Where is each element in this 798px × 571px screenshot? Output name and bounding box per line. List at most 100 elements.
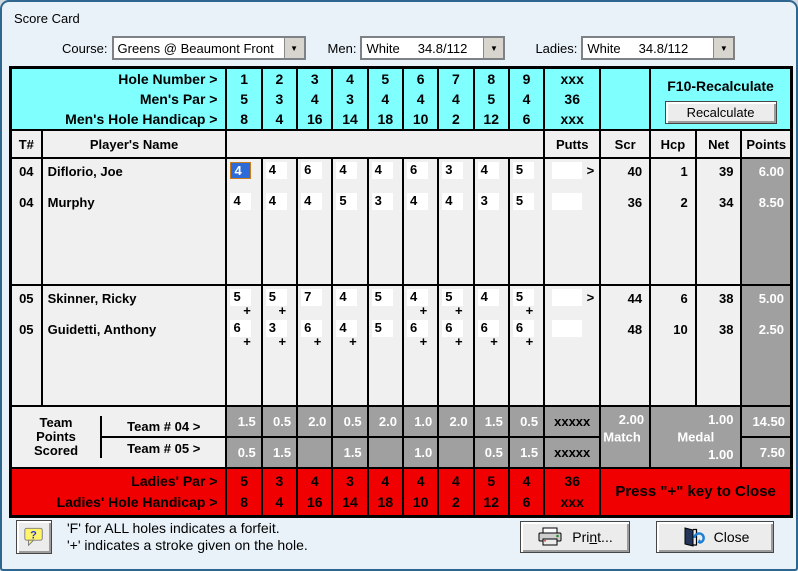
stroke-plus: + [454,303,463,317]
score-input[interactable]: 4 [406,193,428,210]
row-pointer: > [586,163,595,178]
course-select-value: Greens @ Beaumont Front [117,41,274,56]
stroke-plus: + [278,334,287,348]
stroke-plus: + [313,334,322,348]
putts-input[interactable] [552,289,583,306]
score-input[interactable]: 5 [371,289,393,306]
chevron-down-icon[interactable]: ▼ [283,38,304,58]
net-column-header: Net [694,129,743,159]
score-cell: 4 + [331,317,369,348]
stroke-plus [519,210,540,221]
score-input[interactable]: 6 [230,320,252,337]
net-value: 34 [694,190,743,221]
score-input[interactable]: 6 [301,320,323,337]
stroke-plus [413,179,434,190]
score-input[interactable]: 6 [442,320,464,337]
score-input[interactable]: 5 [230,289,252,306]
score-input[interactable]: 3 [371,193,393,210]
score-input[interactable]: 5 [371,320,393,337]
putts-input[interactable] [552,162,583,179]
f10-recalculate-label: F10-Recalculate [667,78,774,94]
team-total-points: 14.50 [740,405,793,438]
score-input[interactable]: 4 [336,320,358,337]
putts-input[interactable] [552,320,583,337]
score-cell: 3 [472,190,510,221]
score-input[interactable]: 4 [477,162,499,179]
handicap-value: 2 [649,190,697,221]
men-tee-label: Men: [327,40,357,56]
print-button[interactable]: Print... [520,521,630,553]
summary-header-cell: xxx 36 xxx [543,66,602,131]
score-input[interactable]: 4 [442,193,464,210]
score-cell: 6 + [437,317,475,348]
score-cell: 4 [437,190,475,221]
score-input[interactable]: 5 [512,162,534,179]
stroke-plus [272,210,293,221]
score-input[interactable]: 4 [336,162,358,179]
net-value: 38 [694,284,743,317]
help-button[interactable]: ? [16,520,52,554]
team-number: 05 [9,284,43,317]
medal-value-team05: 1.00 [708,447,734,462]
score-input[interactable]: 4 [477,289,499,306]
forfeit-tip: 'F' for ALL holes indicates a forfeit. [67,520,280,536]
window-title: Score Card [14,11,80,26]
stroke-plus: + [278,303,287,317]
score-input[interactable]: 4 [265,193,287,210]
score-input[interactable]: 4 [406,289,428,306]
close-button[interactable]: Close [656,521,774,553]
score-input[interactable]: 6 [512,320,534,337]
chevron-down-icon[interactable]: ▼ [713,38,734,58]
score-input[interactable]: 6 [406,162,428,179]
score-input[interactable]: 4 [371,162,393,179]
stroke-plus [342,179,363,190]
net-value: 39 [694,158,743,190]
score-input[interactable]: 4 [265,162,287,179]
score-cell: 7 [296,284,334,317]
score-cell: 4 [366,158,404,190]
ladies-tee-select[interactable]: White 34.8/112 ▼ [581,36,736,60]
stroke-plus: + [454,334,463,348]
score-input[interactable]: 6 [301,162,323,179]
putts-input[interactable] [552,193,583,210]
score-input[interactable]: 5 [512,289,534,306]
score-input[interactable]: 4 [301,193,323,210]
points-value: 5.00 [740,284,793,317]
score-input[interactable]: 5 [265,289,287,306]
score-cell: 4 [331,284,369,317]
score-input[interactable]: 3 [265,320,287,337]
team-points-putts-filler: xxxxx [543,405,602,438]
team-points-cell: 1.5 [225,405,263,438]
score-input[interactable]: 3 [477,193,499,210]
team-04-label: Team # 04 > [127,418,201,434]
mens-handicap-label: Men's Hole Handicap > [65,111,218,127]
player-row: 05 Skinner, Ricky 5 + 5 + 7 4 5 4 + 5 + 4 5 +… [9,284,793,317]
footer-tips: 'F' for ALL holes indicates a forfeit. '… [67,520,308,554]
medal-points-cell: 1.00 Medal 1.00 [649,405,743,469]
scores-column-header [225,129,546,159]
score-input[interactable]: 4 [336,289,358,306]
team-points-cell [366,436,404,469]
score-input[interactable]: 5 [442,289,464,306]
score-input[interactable]: 5 [512,193,534,210]
stroke-plus [272,179,293,190]
team-points-cell: 1.0 [401,436,440,469]
score-input[interactable]: 3 [442,162,464,179]
chevron-down-icon[interactable]: ▼ [483,38,504,58]
score-input[interactable]: 6 [477,320,499,337]
score-input[interactable]: 5 [336,193,358,210]
score-input[interactable]: 4 [230,193,252,210]
course-select[interactable]: Greens @ Beaumont Front ▼ [111,36,306,60]
match-points-cell: 2.00 Match [599,405,652,469]
stroke-tip: '+' indicates a stroke given on the hole… [67,537,308,553]
recalculate-button[interactable]: Recalculate [664,101,777,124]
score-input[interactable]: 7 [301,289,323,306]
men-tee-select[interactable]: White 34.8/112 ▼ [360,36,506,60]
score-input-selected[interactable]: 4 [230,162,252,179]
team-points-cell: 0.5 [472,436,510,469]
points-value: 8.50 [740,190,793,221]
score-input[interactable]: 6 [406,320,428,337]
